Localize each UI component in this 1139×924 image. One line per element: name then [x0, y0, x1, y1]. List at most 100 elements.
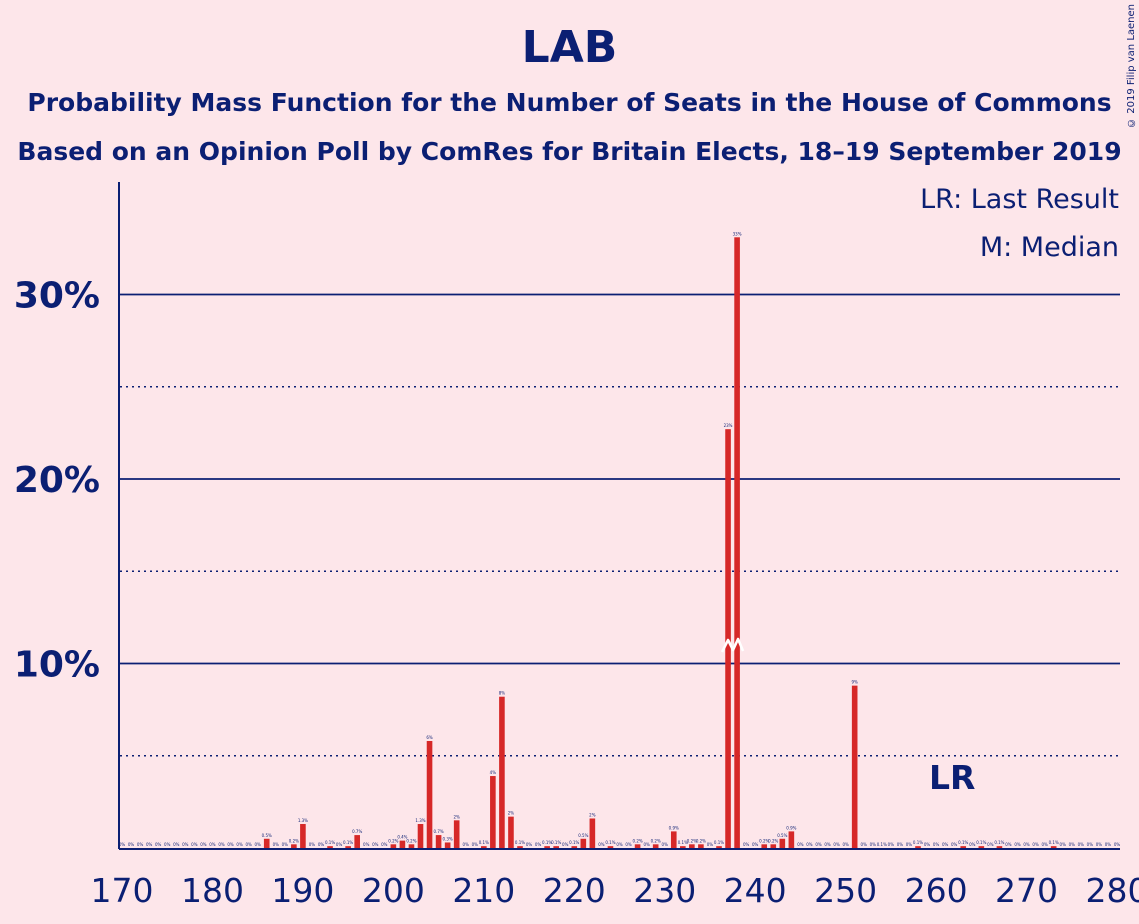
bar-value-label: 0%: [906, 842, 913, 847]
bar: [300, 824, 306, 848]
bar-value-label: 0.5%: [777, 833, 787, 838]
bar: [851, 685, 858, 848]
bar-value-label: 0%: [209, 842, 216, 847]
bar-value-label: 0%: [861, 842, 868, 847]
bar-value-label: 0%: [616, 842, 623, 847]
bar: [544, 846, 550, 848]
bar-value-label: 0.1%: [1049, 840, 1059, 845]
bar-value-label: 0%: [146, 842, 153, 847]
bar: [508, 816, 514, 848]
bar-value-label: 0%: [1105, 842, 1112, 847]
bar-value-label: 0%: [472, 842, 479, 847]
bar-value-label: 0.1%: [976, 840, 986, 845]
bar-value-label: 0%: [1032, 842, 1039, 847]
bar-value-label: 0.7%: [434, 829, 444, 834]
legend-last-result: LR: Last Result: [920, 184, 1119, 215]
x-tick-label: 270: [995, 871, 1058, 910]
x-tick-label: 230: [633, 871, 696, 910]
bar-value-label: 0.2%: [696, 838, 706, 843]
bar-value-label: 8%: [499, 691, 506, 696]
bar-value-label: 0%: [1114, 842, 1121, 847]
bar-value-label: 0%: [951, 842, 958, 847]
bar-value-label: 0%: [137, 842, 144, 847]
bar-value-label: 0%: [707, 842, 714, 847]
bar-value-label: 1.3%: [298, 818, 308, 823]
bar-value-label: 0%: [128, 842, 135, 847]
bar-value-label: 2%: [589, 812, 596, 817]
bar-value-label: 0%: [282, 842, 289, 847]
bar-value-label: 0%: [318, 842, 325, 847]
x-tick-label: 210: [452, 871, 515, 910]
chart-subtitle-line-1: Probability Mass Function for the Number…: [27, 88, 1112, 117]
bar-value-label: 0%: [752, 842, 759, 847]
bar-value-label: 0%: [1069, 842, 1076, 847]
bar-value-label: 0%: [227, 842, 234, 847]
bar-value-label: 0%: [897, 842, 904, 847]
bar-value-label: 0%: [806, 842, 813, 847]
x-tick-label: 190: [271, 871, 334, 910]
bar-value-label: 0%: [797, 842, 804, 847]
bar-value-label: 0%: [942, 842, 949, 847]
last-result-marker: LR: [929, 758, 975, 797]
bar: [788, 831, 795, 848]
bar-value-label: 0%: [191, 842, 198, 847]
bar: [354, 835, 360, 848]
chart-subtitle-line-2: Based on an Opinion Poll by ComRes for B…: [17, 137, 1122, 166]
bar: [263, 838, 270, 848]
bar-value-label: 0.1%: [714, 840, 724, 845]
y-tick-label: 10%: [14, 645, 100, 686]
bar-value-label: 0%: [924, 842, 931, 847]
bar: [996, 846, 1003, 848]
bar-value-label: 0%: [173, 842, 180, 847]
bar: [915, 846, 921, 848]
bar-value-label: 0%: [463, 842, 470, 847]
bar-value-label: 0.1%: [325, 840, 335, 845]
bar-value-label: 0%: [182, 842, 189, 847]
bar: [1050, 846, 1057, 848]
bar-value-label: 0%: [625, 842, 632, 847]
bar-value-label: 0.1%: [605, 840, 615, 845]
bar-value-label: 0%: [1014, 842, 1021, 847]
bar: [779, 838, 786, 848]
bar-value-label: 0.4%: [397, 835, 407, 840]
bar: [390, 844, 397, 848]
bar-value-label: 0%: [824, 842, 831, 847]
x-tick-label: 240: [724, 871, 787, 910]
bar-value-label: 0%: [1023, 842, 1030, 847]
bar-value-label: 0%: [833, 842, 840, 847]
bar-value-label: 0.1%: [542, 840, 552, 845]
x-tick-label: 220: [543, 871, 606, 910]
bar-value-label: 0%: [336, 842, 343, 847]
bar-value-label: 2%: [454, 814, 461, 819]
bar: [571, 846, 578, 848]
y-tick-label: 30%: [14, 276, 100, 317]
bar-value-label: 0%: [562, 842, 569, 847]
bar: [734, 237, 740, 848]
bar: [426, 740, 433, 848]
x-tick-labels: 170 180 190 200 210 220 230 240 250 260 270 280: [91, 871, 1139, 910]
x-tick-label: 200: [362, 871, 425, 910]
bar-value-label: 0%: [1060, 842, 1067, 847]
bar-value-label: 2%: [508, 811, 515, 816]
x-tick-label: 170: [91, 871, 154, 910]
bar-value-label: 6%: [426, 735, 433, 740]
bar: [770, 844, 777, 848]
y-tick-label: 20%: [14, 460, 100, 501]
bar-value-label: 0.1%: [479, 840, 489, 845]
bar-value-label: 0%: [1041, 842, 1048, 847]
bar-value-label: 0.1%: [569, 840, 579, 845]
bar-value-label: 0.1%: [678, 840, 688, 845]
bar: [580, 838, 587, 848]
bar: [689, 844, 695, 848]
bar: [490, 776, 496, 848]
chart-title: LAB: [521, 22, 618, 73]
bar-value-label: 0%: [598, 842, 605, 847]
bar-value-label: 0%: [535, 842, 542, 847]
bar-value-label: 23%: [724, 423, 733, 428]
bar-value-label: 0.5%: [262, 833, 272, 838]
bar-value-label: 0.2%: [651, 838, 661, 843]
bar: [399, 840, 406, 848]
gridlines: [120, 293, 1120, 757]
bar-value-label: 0%: [987, 842, 994, 847]
bar: [444, 842, 451, 848]
